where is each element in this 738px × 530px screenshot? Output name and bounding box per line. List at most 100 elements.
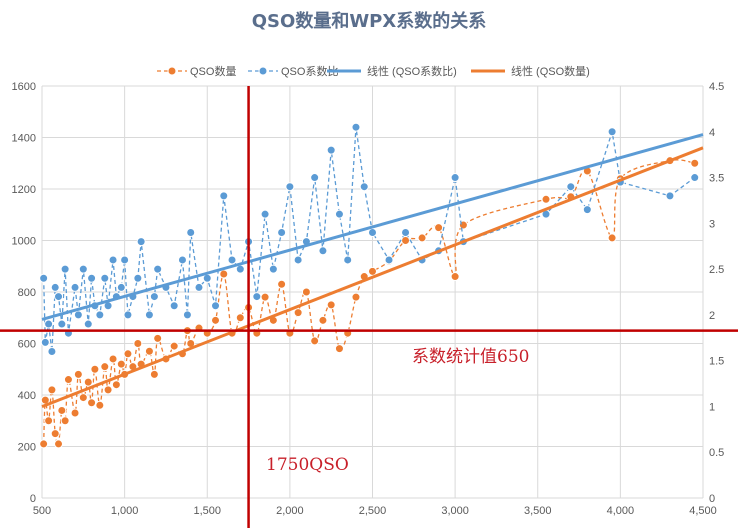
ratio-point bbox=[450, 173, 460, 183]
ratio-point bbox=[310, 173, 320, 183]
ratio-point bbox=[351, 122, 361, 132]
ratio-point bbox=[57, 319, 67, 329]
qso-point bbox=[39, 439, 49, 449]
grid-layer bbox=[41, 85, 704, 499]
qso-point bbox=[144, 346, 154, 356]
y2-tick-label: 0 bbox=[709, 493, 715, 505]
qso-point bbox=[63, 375, 73, 385]
y2-tick-label: 1.5 bbox=[709, 356, 724, 368]
x-tick-label: 2,500 bbox=[359, 505, 387, 517]
qso-point bbox=[690, 158, 700, 168]
qso-point bbox=[70, 408, 80, 418]
y-tick-label: 1400 bbox=[12, 133, 36, 145]
legend-ratio-trend: 线性 (QSO系数比) bbox=[327, 64, 457, 78]
y2-tick-label: 4.5 bbox=[709, 81, 724, 93]
qso-point bbox=[326, 300, 336, 310]
legend: QSO数量 QSO系数比 线性 (QSO系数比) 线性 (QSO数量) bbox=[157, 64, 590, 78]
legend-qso-trend-label: 线性 (QSO数量) bbox=[511, 64, 590, 78]
ratio-point bbox=[100, 273, 110, 283]
ratio-point bbox=[260, 209, 270, 219]
y-tick-label: 0 bbox=[30, 493, 36, 505]
ratio-point bbox=[116, 282, 126, 292]
trendline-2 bbox=[41, 133, 704, 321]
qso-point bbox=[54, 439, 64, 449]
x-tick-label: 3,500 bbox=[524, 505, 552, 517]
qso-point bbox=[607, 233, 617, 243]
ratio-point bbox=[186, 227, 196, 237]
ratio-point bbox=[582, 205, 592, 215]
ratio-point bbox=[227, 255, 237, 265]
vertical-reference-label: 1750QSO bbox=[266, 455, 349, 475]
ratio-point bbox=[123, 310, 133, 320]
qso-point bbox=[123, 349, 133, 359]
ratio-point bbox=[384, 255, 394, 265]
legend-qso-label: QSO数量 bbox=[190, 65, 236, 78]
y2-tick-label: 2.5 bbox=[709, 264, 724, 276]
y-tick-label: 600 bbox=[18, 339, 36, 351]
ratio-point bbox=[326, 145, 336, 155]
ratio-point bbox=[566, 182, 576, 192]
trendline-3 bbox=[41, 146, 704, 408]
qso-point bbox=[318, 315, 328, 325]
qso-point bbox=[90, 364, 100, 374]
qso-point bbox=[83, 377, 93, 387]
legend-qso: QSO数量 bbox=[157, 65, 236, 78]
qso-point bbox=[47, 385, 57, 395]
qso-point bbox=[368, 266, 377, 276]
ratio-point bbox=[133, 273, 143, 283]
y2-tick-label: 1 bbox=[709, 401, 715, 413]
qso-point bbox=[50, 429, 60, 439]
x-tick-label: 2,000 bbox=[276, 505, 304, 517]
ratio-point bbox=[211, 301, 221, 311]
tick-labels: 0 200 400 600 800 1000 1200 1400 1600 500 1,000 1,5… bbox=[12, 81, 725, 517]
ratio-point bbox=[690, 173, 700, 183]
ratio-point bbox=[47, 347, 57, 357]
ratio-point bbox=[136, 237, 146, 247]
ratio-point bbox=[83, 319, 93, 329]
ratio-point bbox=[95, 310, 105, 320]
y2-tick-label: 3 bbox=[709, 218, 715, 230]
ratio-point bbox=[293, 255, 303, 265]
qso-point bbox=[103, 385, 113, 395]
qso-point bbox=[116, 359, 126, 369]
x-tick-label: 500 bbox=[33, 505, 51, 517]
qso-point bbox=[235, 313, 245, 323]
ratio-point bbox=[54, 292, 64, 302]
chart-title: QSO数量和WPX系数的关系 bbox=[252, 10, 487, 32]
qso-point bbox=[73, 369, 83, 379]
qso-point bbox=[260, 292, 270, 302]
qso-point bbox=[351, 292, 361, 302]
x-tick-label: 1,000 bbox=[111, 505, 139, 517]
qso-point bbox=[293, 308, 303, 318]
qso-point bbox=[87, 398, 97, 408]
ratio-point bbox=[60, 264, 70, 274]
qso-point bbox=[434, 223, 444, 233]
qso-point bbox=[78, 393, 88, 403]
y2-tick-label: 4 bbox=[709, 127, 715, 139]
qso-point bbox=[541, 194, 551, 204]
ratio-point bbox=[359, 182, 369, 192]
y2-tick-label: 0.5 bbox=[709, 447, 724, 459]
qso-point bbox=[153, 333, 163, 343]
legend-ratio-label: QSO系数比 bbox=[281, 65, 338, 78]
y-tick-label: 1000 bbox=[12, 236, 36, 248]
qso-point bbox=[169, 341, 179, 351]
x-tick-label: 4,500 bbox=[689, 505, 717, 517]
qso-point bbox=[450, 272, 460, 282]
ratio-point bbox=[39, 273, 49, 283]
qso-point bbox=[149, 369, 159, 379]
qso-point bbox=[301, 287, 311, 297]
x-tick-label: 1,500 bbox=[193, 505, 221, 517]
y2-tick-label: 2 bbox=[709, 310, 715, 322]
qso-point bbox=[133, 339, 143, 348]
ratio-point bbox=[44, 319, 54, 329]
ratio-point bbox=[73, 310, 83, 320]
qso-point bbox=[111, 380, 121, 390]
qso-point bbox=[95, 400, 105, 410]
qso-point bbox=[100, 362, 110, 372]
ratio-point bbox=[87, 273, 97, 283]
ratio-point bbox=[40, 337, 50, 347]
ratio-point bbox=[144, 310, 154, 320]
